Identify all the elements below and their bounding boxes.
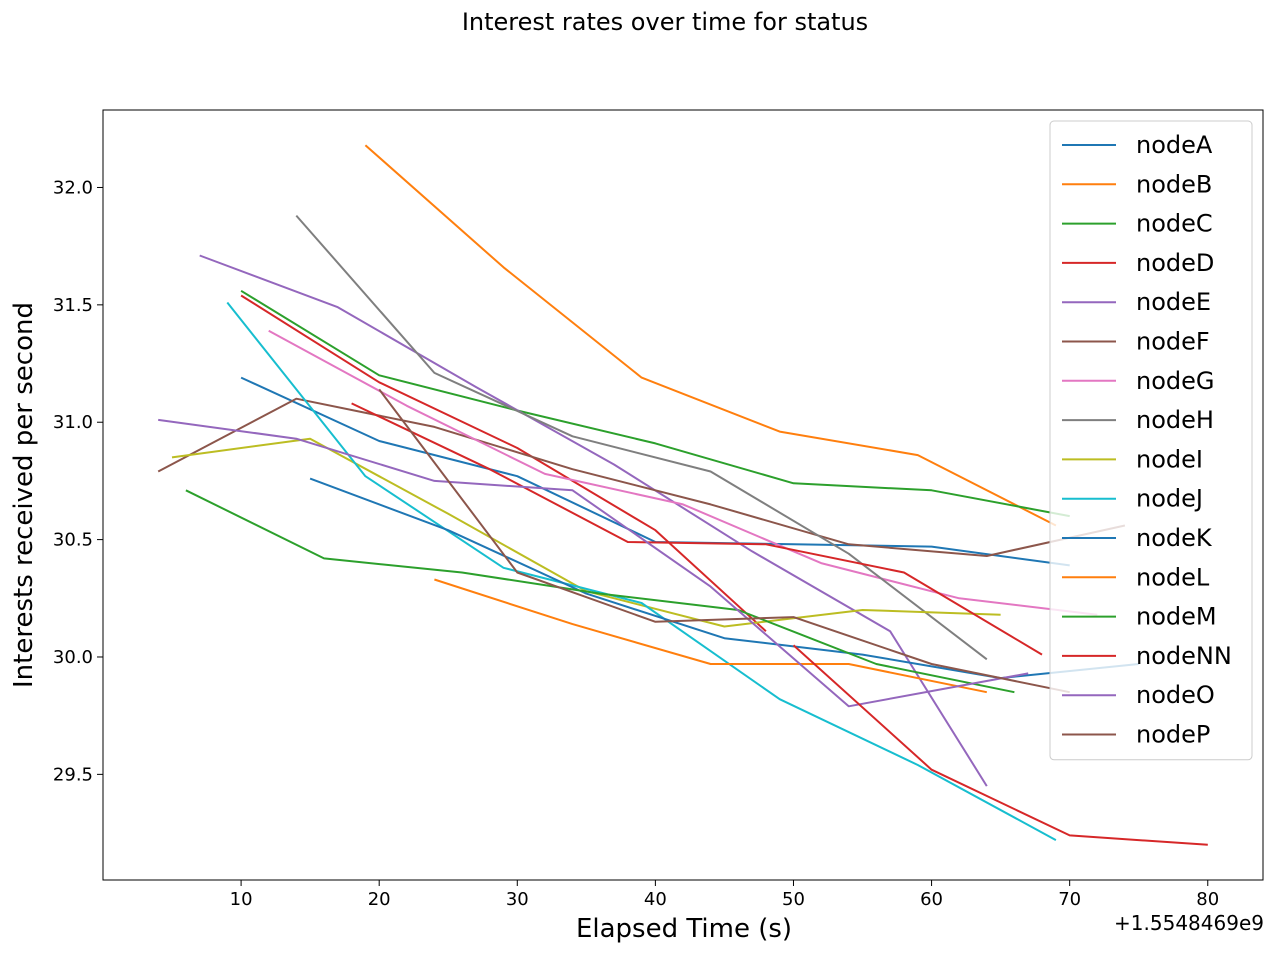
x-tick-label: 20 — [368, 889, 391, 910]
legend-label-nodeb: nodeB — [1136, 170, 1212, 198]
x-tick-label: 50 — [782, 889, 805, 910]
series-layer — [157, 144, 1208, 846]
series-line-nodec — [240, 289, 1070, 518]
series-line-nodem — [185, 489, 1015, 694]
x-tick-label: 10 — [230, 889, 253, 910]
legend-label-nodea: nodeA — [1136, 131, 1213, 159]
series-line-nodep — [378, 388, 1070, 694]
series-line-nodeh — [295, 214, 988, 661]
y-tick-label: 29.5 — [53, 764, 93, 785]
series-line-noded — [240, 294, 767, 632]
x-tick-label: 70 — [1058, 889, 1081, 910]
x-tick-label: 80 — [1196, 889, 1219, 910]
x-axis-label: Elapsed Time (s) — [576, 914, 792, 944]
tick-layer: 10 20 30 40 50 60 70 80 29.5 30.0 30.5 31.0 31.5 32.0 — [53, 177, 1219, 910]
series-line-nodeg — [268, 329, 1098, 616]
series-line-nodeo — [158, 418, 1029, 708]
legend-label-nodec: nodeC — [1136, 210, 1213, 238]
legend-label-nodeo: nodeO — [1136, 681, 1215, 709]
legend-label-nodenn: nodeNN — [1136, 642, 1232, 670]
y-tick-label: 31.0 — [53, 412, 93, 433]
legend-label-nodej: nodeJ — [1136, 485, 1203, 513]
series-line-nodee — [199, 254, 988, 787]
y-axis-label: Interests received per second — [9, 302, 39, 688]
y-tick-label: 30.0 — [53, 647, 93, 668]
series-line-nodeb — [364, 144, 1057, 527]
chart-title: Interest rates over time for status — [462, 8, 868, 36]
series-line-nodenn — [351, 402, 1043, 656]
y-tick-label: 31.5 — [53, 295, 93, 316]
legend-label-nodef: nodeF — [1136, 328, 1210, 356]
legend-label-nodep: nodeP — [1136, 721, 1210, 749]
x-tick-label: 40 — [644, 889, 667, 910]
legend-label-nodee: nodeE — [1136, 288, 1211, 316]
y-tick-label: 30.5 — [53, 530, 93, 551]
series-line-nodei — [171, 437, 1001, 628]
legend-label-nodeh: nodeH — [1136, 406, 1214, 434]
legend-label-nodek: nodeK — [1136, 524, 1213, 552]
x-axis-offset-label: +1.5548469e9 — [1114, 911, 1264, 935]
legend-label-nodel: nodeL — [1136, 563, 1210, 591]
series-line-nodea — [240, 376, 1070, 567]
series-line-nodel — [434, 578, 988, 694]
series-line-nodej — [226, 301, 1057, 841]
plot-frame — [102, 109, 1264, 881]
legend-box — [1049, 120, 1253, 761]
y-tick-label: 32.0 — [53, 177, 93, 198]
series-line-nodef — [157, 397, 1126, 557]
series-line-unnamed-16 — [792, 644, 1208, 846]
x-tick-label: 60 — [920, 889, 943, 910]
legend-label-noded: nodeD — [1136, 249, 1214, 277]
legend: nodeA nodeB nodeC nodeD nodeE nodeF nodeG nodeH… — [1049, 120, 1253, 761]
legend-label-nodei: nodeI — [1136, 445, 1203, 473]
x-tick-label: 30 — [506, 889, 529, 910]
legend-label-nodem: nodeM — [1136, 603, 1217, 631]
legend-label-nodeg: nodeG — [1136, 367, 1215, 395]
